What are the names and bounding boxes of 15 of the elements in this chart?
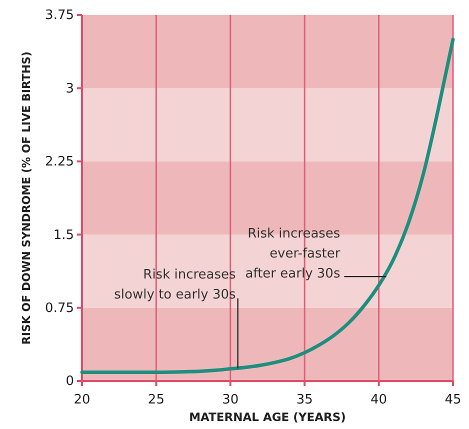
- x-axis-title: MATERNAL AGE (YEARS): [189, 410, 346, 424]
- x-tick-label: 30: [222, 392, 239, 408]
- y-tick-label: 2.25: [45, 154, 74, 170]
- x-tick-label: 20: [74, 392, 90, 408]
- line-series: [80, 38, 455, 374]
- y-axis-title: RISK OF DOWN SYNDROME (% OF LIVE BIRTHS): [20, 51, 33, 345]
- y-tick-label: 3.75: [45, 8, 74, 24]
- y-tick-label: 0.75: [45, 300, 74, 316]
- x-tick-label: 35: [296, 392, 313, 408]
- y-tick-label: 3: [66, 81, 74, 96]
- y-tick-label: 0: [66, 374, 74, 390]
- y-tick-label: 1.5: [53, 228, 74, 243]
- x-tick-label: 40: [370, 392, 388, 408]
- x-tick-label: 45: [444, 392, 462, 408]
- x-tick-label: 25: [148, 392, 164, 408]
